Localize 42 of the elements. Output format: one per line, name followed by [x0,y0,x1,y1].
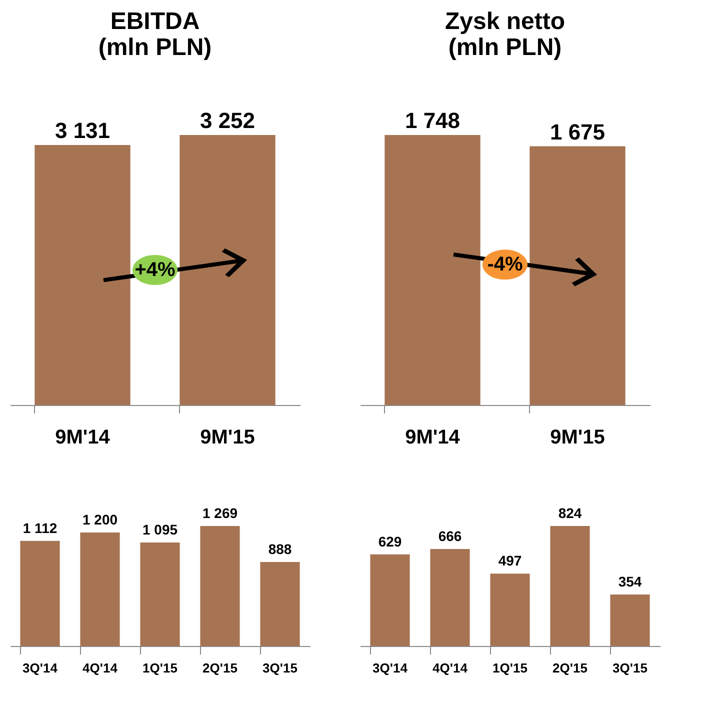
data-label: 888 [268,541,292,558]
bar [490,574,530,646]
bar [80,532,120,646]
data-label: 1 675 [550,119,606,144]
x-tick-label: 3Q'14 [372,660,408,676]
data-label: 3 252 [200,108,256,133]
x-tick-label: 9M'14 [55,426,111,448]
data-label: 354 [618,573,642,590]
x-tick-label: 4Q'14 [432,660,468,676]
bar [550,526,590,646]
chart-title: EBITDA (mln PLN) [98,8,212,61]
bar [370,554,410,646]
annotation: -4% [487,254,523,276]
x-tick-label: 1Q'15 [142,660,178,676]
data-label: 824 [558,505,582,521]
bar [140,542,180,646]
x-tick-label: 2Q'15 [202,660,238,676]
data-label: 1 112 [22,520,58,536]
bar [260,562,300,646]
x-tick-label: 2Q'15 [552,660,588,676]
data-label: 497 [498,552,522,569]
annotation: +4% [134,259,176,281]
x-tick-label: 9M'15 [200,426,255,448]
bar [610,594,650,646]
data-label: 1 269 [202,505,238,521]
x-tick-label: 4Q'14 [82,660,118,676]
x-tick-label: 9M'14 [405,426,461,448]
chart-title: Zysk netto (mln PLN) [444,8,566,61]
x-tick-label: 3Q'14 [22,660,58,676]
data-label: 3 131 [54,118,110,144]
bar [20,540,60,646]
data-label: 629 [378,533,402,550]
bar [200,526,240,646]
data-label: 1 200 [82,512,118,528]
x-tick-label: 3Q'15 [612,660,648,676]
data-label: 1 095 [142,521,178,538]
x-tick-label: 1Q'15 [492,660,528,676]
x-tick-label: 9M'15 [550,426,605,448]
x-tick-label: 3Q'15 [262,660,298,676]
bar [430,549,470,646]
data-label: 1 748 [404,108,460,133]
data-label: 666 [438,528,462,544]
